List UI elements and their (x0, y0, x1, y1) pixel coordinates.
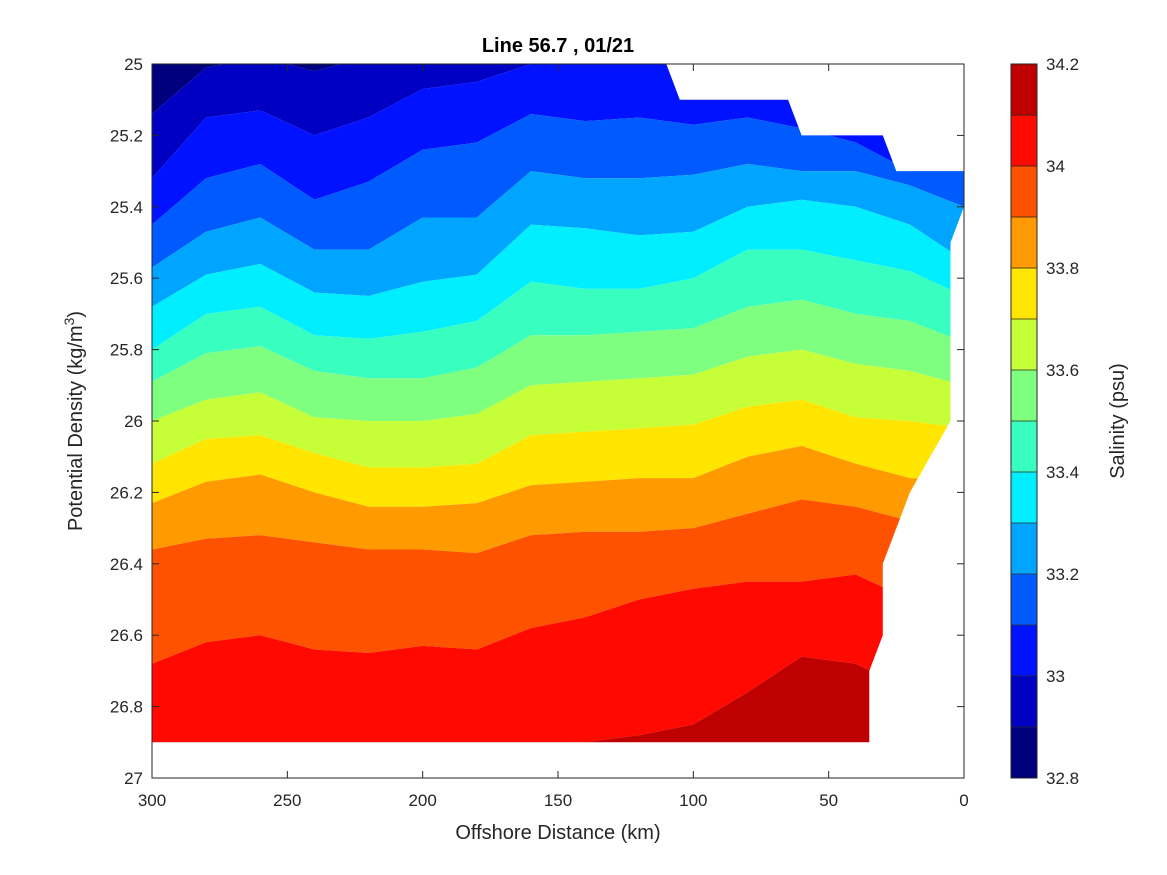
x-tick-label: 100 (679, 791, 707, 810)
colorbar-tick-label: 33.2 (1046, 565, 1079, 584)
y-tick-label: 25.6 (110, 269, 143, 288)
y-tick-label: 26.6 (110, 626, 143, 645)
chart-title: Line 56.7 , 01/21 (482, 35, 634, 57)
contour-band (152, 64, 964, 179)
colorbar (1011, 64, 1037, 779)
colorbar-swatch (1011, 421, 1037, 473)
colorbar-swatch (1011, 217, 1037, 269)
x-tick-label: 150 (544, 791, 572, 810)
colorbar-tick-label: 33.8 (1046, 259, 1079, 278)
colorbar-swatch (1011, 370, 1037, 422)
colorbar-swatch (1011, 676, 1037, 728)
colorbar-tick-label: 33.4 (1046, 463, 1079, 482)
colorbar-ticks: 32.8 33 33.2 33.4 33.6 33.8 34 34.2 (1011, 55, 1079, 788)
y-tick-label: 26.8 (110, 698, 143, 717)
colorbar-swatch (1011, 268, 1037, 320)
contour-band (152, 299, 964, 421)
y-tick-label: 26.4 (110, 555, 143, 574)
y-tick-label: 25 (124, 55, 143, 74)
x-axis-label: Offshore Distance (km) (455, 822, 660, 844)
y-tick-label: 25.4 (110, 198, 143, 217)
contour-band (152, 349, 964, 468)
colorbar-swatch (1011, 115, 1037, 167)
y-axis-label: Potential Density (kg/m3) (61, 311, 87, 531)
contour-band (152, 114, 964, 268)
y-axis: 25 25.2 25.4 25.6 25.8 26 26.2 26.4 26.6 26.8 27 (110, 55, 964, 788)
y-tick-label: 25.8 (110, 341, 143, 360)
contour-band (152, 656, 964, 743)
contour-bands (152, 64, 964, 743)
colorbar-swatch (1011, 166, 1037, 218)
contour-band (152, 249, 964, 382)
colorbar-swatch (1011, 319, 1037, 371)
contour-band (152, 446, 964, 554)
x-tick-label: 200 (408, 791, 436, 810)
contour-band (152, 164, 964, 307)
colorbar-tick-label: 34.2 (1046, 55, 1079, 74)
contour-band (152, 399, 964, 507)
colorbar-tick-label: 34 (1046, 157, 1065, 176)
x-tick-label: 50 (819, 791, 838, 810)
colorbar-swatch (1011, 64, 1037, 116)
colorbar-tick-label: 33.6 (1046, 361, 1079, 380)
x-tick-label: 300 (138, 791, 166, 810)
colorbar-swatch (1011, 523, 1037, 575)
colorbar-tick-label: 32.8 (1046, 769, 1079, 788)
contour-band (152, 199, 964, 350)
x-tick-label: 250 (273, 791, 301, 810)
y-tick-label: 26 (124, 412, 143, 431)
contour-band (152, 499, 964, 664)
colorbar-tick-label: 33 (1046, 667, 1065, 686)
colorbar-swatch (1011, 472, 1037, 524)
y-tick-label: 26.2 (110, 483, 143, 502)
colorbar-swatch (1011, 727, 1037, 779)
x-tick-label: 0 (959, 791, 968, 810)
y-axis-label-suffix: ) (65, 311, 87, 318)
y-tick-label: 27 (124, 769, 143, 788)
x-axis: 300 250 200 150 100 50 0 (138, 64, 969, 810)
contour-band (152, 574, 964, 743)
colorbar-swatch (1011, 574, 1037, 626)
y-tick-label: 25.2 (110, 126, 143, 145)
colorbar-swatch (1011, 625, 1037, 677)
colorbar-label: Salinity (psu) (1107, 363, 1129, 479)
y-axis-label-superscript: 3 (61, 317, 77, 325)
y-axis-label-prefix: Potential Density (kg/m (65, 325, 87, 531)
